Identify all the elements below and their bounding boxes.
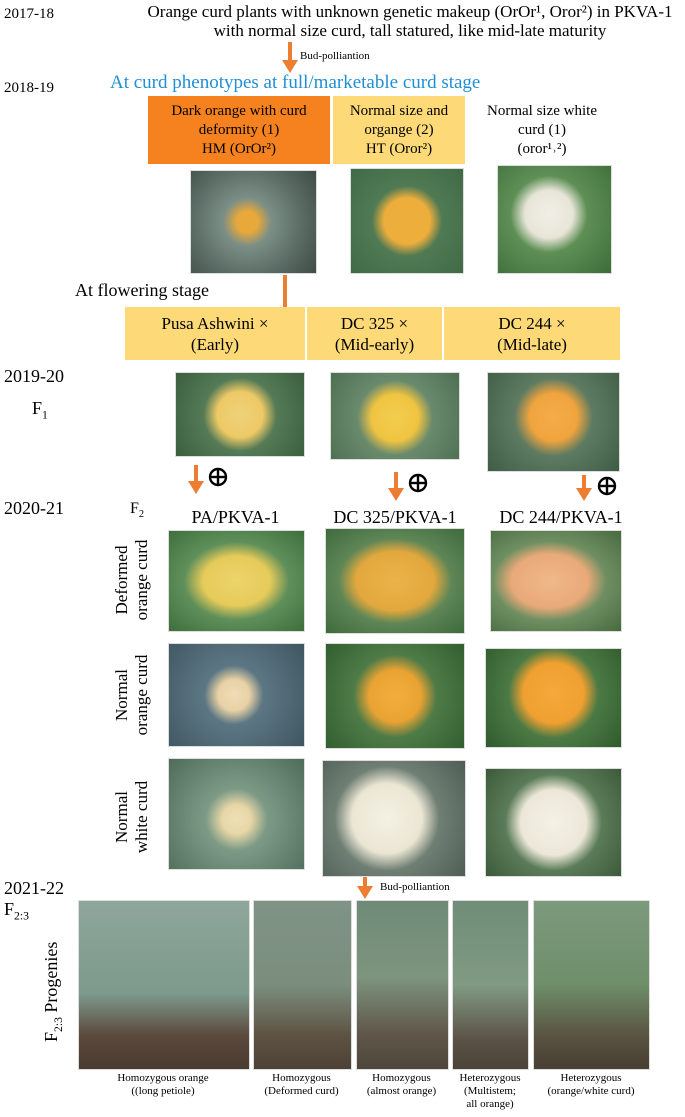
photo [497, 165, 612, 274]
caption-line: all orange) [466, 1098, 514, 1110]
caption-line: ((long petiole) [131, 1085, 195, 1097]
generation-sub: 2 [138, 509, 145, 521]
parent-name: DC 325 × [340, 313, 409, 333]
photo [168, 530, 305, 632]
caption: Heterozygous (Multistem; all orange) [450, 1072, 530, 1111]
generation-base: F [41, 1032, 62, 1043]
photo [325, 528, 465, 634]
parent-box: Pusa Ashwini × (Early) [125, 307, 305, 360]
row-label-line: orange curd [132, 654, 151, 736]
caption: Heterozygous (orange/white curd) [530, 1072, 652, 1098]
parent-maturity: (Early) [190, 334, 240, 354]
parent-box: DC 244 × (Mid-late) [444, 307, 620, 360]
phenotype-box: Normal size and organge (2) HT (Oror²) [333, 96, 465, 164]
caption-line: Homozygous orange [117, 1072, 209, 1084]
phenotype-line: Dark orange with curd [171, 102, 307, 119]
photo [322, 760, 466, 877]
phenotype-box: Normal size white curd (1) (oror¹˒²) [468, 96, 616, 164]
caption-line: (Deformed curd) [264, 1085, 339, 1097]
year: 2018-19 [4, 80, 54, 96]
caption: Homozygous orange ((long petiole) [78, 1072, 248, 1098]
phenotype-box: Dark orange with curd deformity (1) HM (… [148, 96, 330, 164]
caption-line: (orange/white curd) [547, 1085, 635, 1097]
caption-line: Homozygous [372, 1072, 431, 1084]
parent-maturity: (Mid-late) [497, 334, 567, 354]
year: 2017-18 [4, 6, 54, 22]
generation-base: F [130, 500, 139, 517]
phenotype-line: (oror¹˒²) [517, 140, 567, 157]
phenotype-line: organge (2) [364, 121, 434, 138]
year: 2021-22 [4, 878, 64, 898]
caption-line: (Multistem; [464, 1085, 516, 1097]
photo [168, 758, 305, 870]
photo [356, 900, 449, 1070]
photo [485, 648, 622, 748]
generation-label: F1 [32, 398, 48, 422]
header-line: with normal size curd, tall statured, li… [213, 21, 607, 40]
photo [78, 900, 250, 1070]
caption: Homozygous (Deformed curd) [250, 1072, 353, 1098]
photo [452, 900, 529, 1070]
progenies-label: F2:3 Progenies [41, 922, 69, 1062]
progenies-text: Progenies [41, 941, 62, 1013]
row-label: Normal orange curd [112, 635, 152, 755]
phenotype-line: Normal size white [487, 102, 597, 119]
photo [487, 372, 620, 472]
phenotype-line: HM (OrOr²) [201, 140, 277, 157]
generation-base: F [4, 899, 15, 919]
phenotype-line: Normal size and [349, 102, 449, 119]
row-label-line: Deformed [112, 545, 131, 615]
row-label: Normal white curd [112, 757, 152, 877]
photo [485, 768, 622, 877]
phenotype-line: curd (1) [518, 121, 566, 138]
caption-line: Heterozygous [459, 1072, 521, 1084]
caption-line: Heterozygous [560, 1072, 622, 1084]
row-label-line: white curd [132, 780, 151, 854]
parent-box: DC 325 × (Mid-early) [307, 307, 442, 360]
year: 2019-20 [4, 366, 64, 386]
arrow-label: Bud-polliantion [300, 50, 370, 62]
photo [490, 530, 622, 632]
parent-maturity: (Mid-early) [334, 334, 415, 354]
generation-base: F [32, 398, 43, 418]
generation-label: F2:3 [4, 899, 29, 923]
row-label-line: Normal [112, 791, 131, 843]
row-label: Deformed orange curd [112, 520, 152, 640]
phenotype-line: HT (Oror²) [365, 140, 433, 157]
cross-label: PA/PKVA-1 [191, 507, 280, 527]
year: 2020-21 [4, 498, 64, 518]
photo [330, 372, 460, 460]
arrow-label: Bud-polliantion [380, 881, 450, 893]
parent-name: DC 244 × [498, 313, 566, 333]
row-label-line: orange curd [132, 539, 151, 621]
parent-name: Pusa Ashwini × [161, 313, 269, 333]
header-line: Orange curd plants with unknown genetic … [147, 2, 673, 21]
photo [533, 900, 650, 1070]
caption-line: Homozygous [272, 1072, 331, 1084]
cross-label: DC 244/PKVA-1 [499, 507, 623, 527]
generation-sub: 2:3 [14, 909, 29, 923]
photo [190, 170, 317, 274]
photo [325, 643, 465, 749]
photo [350, 168, 464, 274]
generation-sub: 2:3 [51, 1017, 65, 1033]
caption: Homozygous (almost orange) [353, 1072, 450, 1098]
photo [175, 372, 305, 457]
photo [253, 900, 352, 1070]
row-label-line: Normal [112, 669, 131, 721]
phenotype-line: deformity (1) [198, 121, 280, 138]
section-heading: At curd phenotypes at full/marketable cu… [110, 72, 481, 93]
caption-line: (almost orange) [366, 1085, 437, 1097]
section-heading: At flowering stage [75, 280, 209, 300]
photo [168, 643, 305, 747]
cross-label: DC 325/PKVA-1 [333, 507, 457, 527]
generation-sub: 1 [42, 408, 48, 422]
generation-label: F2 [130, 500, 144, 520]
